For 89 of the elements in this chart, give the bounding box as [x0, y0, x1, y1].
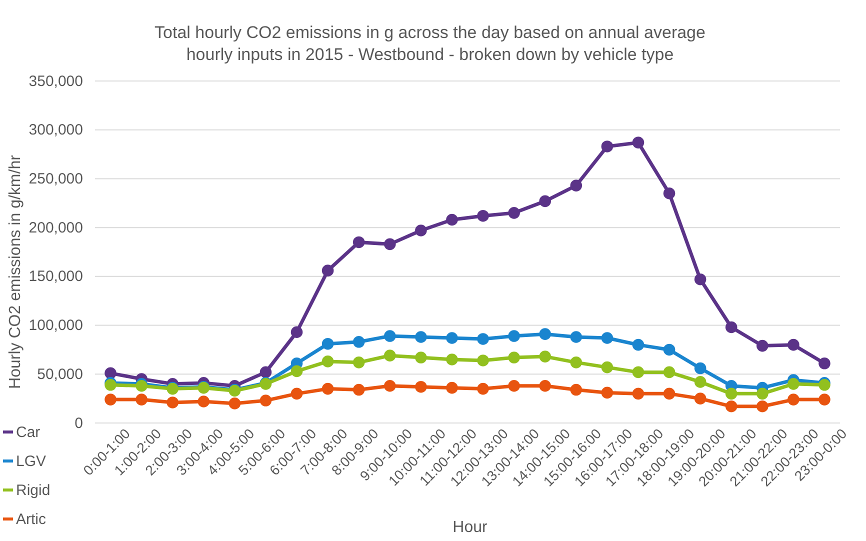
point	[663, 187, 676, 200]
point	[601, 140, 614, 152]
point	[756, 340, 768, 352]
point	[384, 330, 396, 342]
point	[725, 388, 738, 400]
point	[539, 195, 552, 208]
point	[570, 331, 582, 343]
x-axis-title: Hour	[452, 519, 488, 536]
legend-label: Rigid	[16, 482, 50, 499]
point	[539, 380, 552, 392]
point	[166, 396, 179, 408]
y-tick-label: 0	[74, 414, 83, 432]
point	[694, 362, 706, 374]
point	[756, 400, 768, 412]
point	[694, 392, 706, 404]
point	[477, 333, 489, 345]
point	[260, 394, 272, 406]
point	[322, 264, 334, 276]
point	[508, 207, 520, 219]
point	[477, 382, 489, 395]
point	[663, 344, 676, 356]
point	[104, 367, 116, 380]
point	[570, 180, 582, 192]
point	[415, 380, 427, 393]
point	[446, 332, 458, 344]
point	[788, 394, 800, 406]
point	[260, 366, 272, 378]
point	[290, 326, 303, 338]
point	[384, 350, 396, 362]
point	[601, 386, 614, 399]
point	[352, 336, 365, 348]
y-tick-label: 350,000	[28, 72, 83, 90]
y-tick-label: 300,000	[28, 122, 83, 139]
point	[663, 366, 676, 378]
point	[290, 365, 303, 378]
point	[352, 236, 365, 248]
point	[228, 398, 241, 410]
point	[477, 354, 489, 366]
chart-title: Total hourly CO2 emissions in g across the day based on annual average hourly inputs in 2015 - Westbound - broken down by vehicle type	[154, 23, 706, 64]
point	[570, 356, 582, 368]
y-tick-label: 150,000	[28, 268, 83, 286]
point	[539, 350, 552, 362]
point	[477, 210, 489, 222]
point	[352, 384, 365, 396]
point	[446, 354, 458, 366]
point	[415, 224, 427, 236]
point	[632, 136, 644, 148]
point	[384, 238, 396, 250]
point	[446, 214, 458, 226]
point	[446, 382, 458, 394]
point	[384, 380, 396, 392]
point	[104, 394, 116, 406]
point	[788, 338, 800, 351]
point	[415, 352, 427, 364]
point	[818, 357, 830, 370]
point	[198, 396, 210, 408]
point	[136, 394, 148, 406]
point	[632, 338, 644, 351]
point	[601, 361, 614, 374]
point	[663, 388, 676, 400]
point	[570, 384, 582, 396]
point	[601, 332, 614, 344]
point	[508, 380, 520, 392]
y-tick-label: 50,000	[37, 366, 83, 383]
y-axis-title: Hourly CO2 emissions in g/km/hr	[7, 154, 24, 389]
point	[415, 331, 427, 343]
point	[290, 388, 303, 400]
point	[694, 273, 706, 286]
legend-label: Artic	[16, 511, 46, 528]
point	[632, 366, 644, 378]
point	[322, 356, 334, 368]
point	[725, 321, 738, 334]
y-tick-label: 200,000	[28, 219, 83, 236]
point	[725, 400, 738, 412]
point	[322, 338, 334, 350]
point	[818, 394, 830, 406]
point	[694, 376, 706, 388]
legend-label: Car	[16, 424, 40, 441]
point	[508, 352, 520, 364]
y-tick-label: 100,000	[28, 317, 83, 334]
point	[508, 330, 520, 342]
point	[756, 388, 768, 400]
point	[632, 388, 644, 400]
point	[539, 328, 552, 340]
point	[352, 356, 365, 368]
legend-label: LGV	[16, 453, 46, 470]
y-tick-label: 250,000	[28, 170, 83, 188]
point	[322, 382, 334, 395]
point	[788, 378, 800, 390]
